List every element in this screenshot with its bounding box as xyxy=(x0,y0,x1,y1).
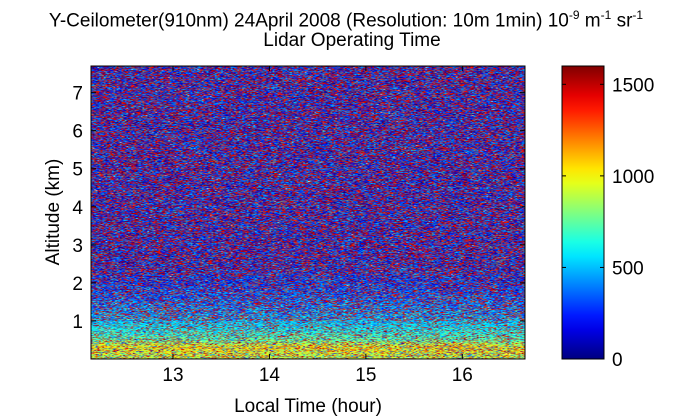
colorbar-tick-label: 0 xyxy=(612,350,623,371)
colorbar-gradient xyxy=(562,66,604,359)
title-unit-base-2: m xyxy=(579,10,601,32)
title-unit-exp-1: -9 xyxy=(568,8,580,22)
title-unit-exp-2: -1 xyxy=(600,8,612,22)
colorbar-tick-label: 1000 xyxy=(612,167,654,188)
colorbar-tick-label: 500 xyxy=(612,258,644,279)
plot-area xyxy=(90,65,526,360)
title-unit-base-1: 10 xyxy=(547,10,569,32)
y-tick-label: 2 xyxy=(72,274,83,295)
y-tick-label: 4 xyxy=(72,198,83,219)
title-unit-base-3: sr xyxy=(611,10,633,32)
x-tick-label: 14 xyxy=(259,365,281,386)
title-unit-exp-3: -1 xyxy=(632,8,644,22)
y-axis-label: Altitude (km) xyxy=(43,159,64,266)
x-tick-label: 16 xyxy=(452,365,473,386)
y-tick-label: 7 xyxy=(72,84,83,105)
plot-frame xyxy=(90,65,526,360)
x-tick-label: 15 xyxy=(355,365,376,386)
x-axis-label: Local Time (hour) xyxy=(234,396,382,417)
y-tick-label: 3 xyxy=(72,236,83,257)
colorbar-ticks: 0 500 1000 1500 xyxy=(562,75,654,371)
heatmap-image xyxy=(91,66,525,359)
y-tick-label: 1 xyxy=(72,312,83,333)
y-axis: 1 2 3 4 5 6 7 xyxy=(72,84,525,333)
x-tick-label: 13 xyxy=(162,365,183,386)
colorbar-tick-label: 1500 xyxy=(612,75,654,96)
x-axis: 13 14 15 16 xyxy=(162,66,473,386)
colorbar-frame xyxy=(561,65,605,360)
colorbar xyxy=(561,65,605,360)
y-tick-label: 5 xyxy=(72,160,83,181)
chart-subtitle: Lidar Operating Time xyxy=(263,30,441,51)
chart-title: Y-Ceilometer(910nm) 24April 2008 (Resolu… xyxy=(0,4,696,32)
chart-title-text: Y-Ceilometer(910nm) 24April 2008 (Resolu… xyxy=(48,10,548,32)
y-tick-label: 6 xyxy=(72,122,83,143)
